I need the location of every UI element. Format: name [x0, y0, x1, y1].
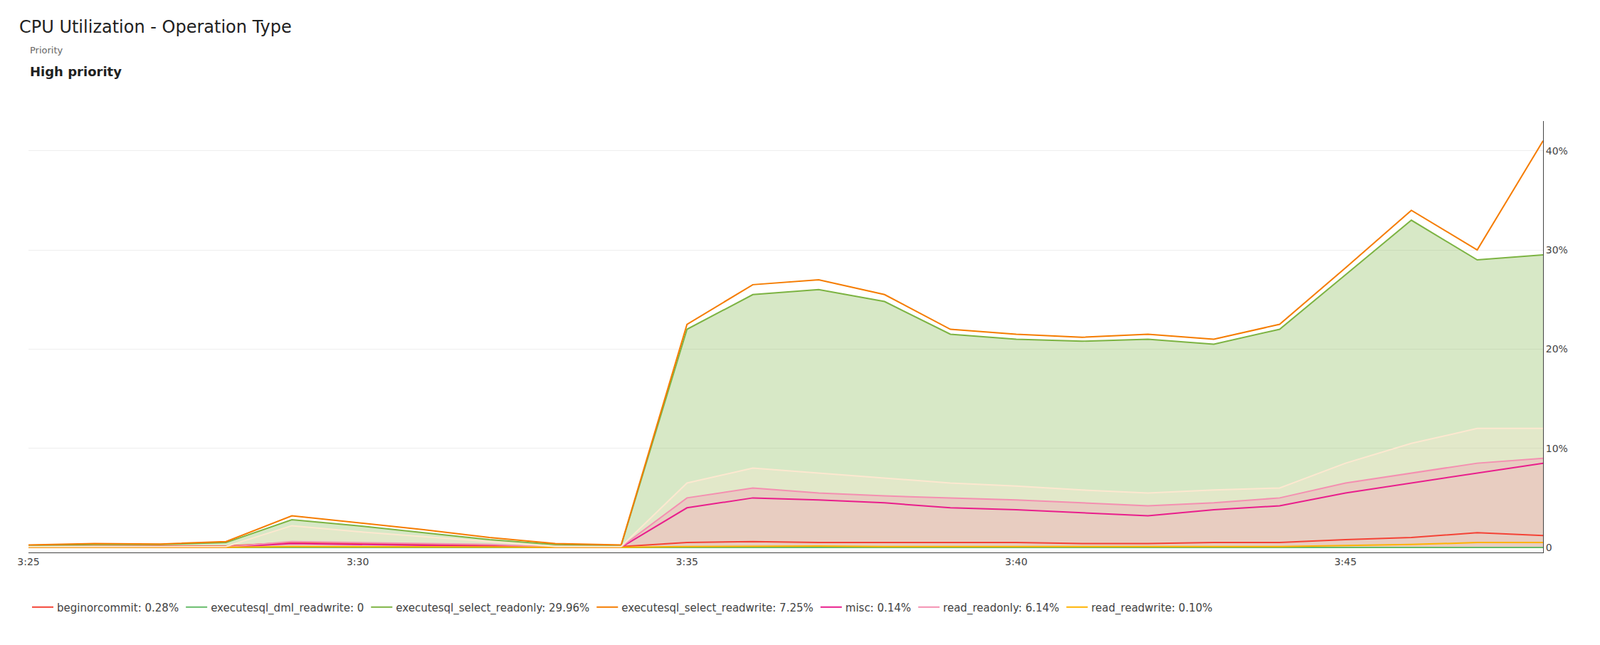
svg-text:10%: 10%: [1545, 442, 1568, 455]
svg-text:read_readwrite: 0.10%: read_readwrite: 0.10%: [1091, 601, 1213, 615]
svg-text:3:30: 3:30: [346, 555, 369, 568]
svg-text:High priority: High priority: [29, 64, 122, 80]
svg-text:executesql_select_readonly: 29: executesql_select_readonly: 29.96%: [395, 601, 590, 615]
svg-text:0: 0: [1545, 541, 1553, 554]
svg-text:read_readonly: 6.14%: read_readonly: 6.14%: [943, 601, 1060, 615]
svg-text:executesql_select_readwrite: 7: executesql_select_readwrite: 7.25%: [621, 601, 814, 615]
svg-text:30%: 30%: [1545, 244, 1568, 256]
svg-text:3:45: 3:45: [1334, 555, 1357, 568]
svg-text:misc: 0.14%: misc: 0.14%: [845, 601, 912, 615]
svg-text:executesql_dml_readwrite: 0: executesql_dml_readwrite: 0: [210, 601, 364, 615]
svg-text:3:35: 3:35: [675, 555, 698, 568]
svg-text:20%: 20%: [1545, 343, 1568, 355]
svg-text:beginorcommit: 0.28%: beginorcommit: 0.28%: [56, 601, 179, 615]
svg-text:3:40: 3:40: [1004, 555, 1028, 568]
svg-text:CPU Utilization - Operation Ty: CPU Utilization - Operation Type: [19, 17, 292, 38]
svg-text:Priority: Priority: [29, 44, 64, 56]
svg-text:3:25: 3:25: [17, 555, 40, 568]
svg-text:40%: 40%: [1545, 145, 1568, 157]
